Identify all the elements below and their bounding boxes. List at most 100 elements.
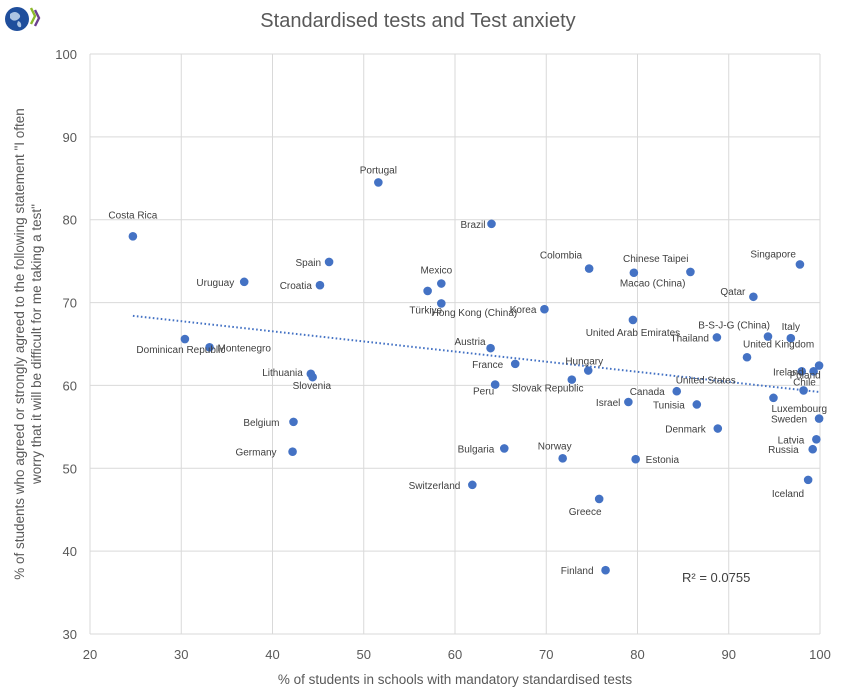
- data-point-label: Portugal: [360, 165, 397, 176]
- data-point: [486, 343, 495, 353]
- data-point-label: Luxembourg: [771, 404, 827, 415]
- data-point-label: Slovenia: [293, 381, 332, 392]
- x-axis-ticks: 20 30 40 50 60 70 80 90 100: [83, 647, 831, 662]
- data-point: [437, 279, 446, 288]
- x-tick-label: 20: [83, 647, 97, 662]
- data-point: [583, 366, 593, 375]
- data-point-label: Belgium: [243, 418, 279, 429]
- data-point: [799, 386, 808, 395]
- data-point-label: Mexico: [420, 266, 452, 277]
- y-axis-title: % of students who agreed or strongly agr…: [12, 108, 44, 580]
- data-point-label: Chinese Taipei: [623, 254, 688, 265]
- y-axis-title-line-1: % of students who agreed or strongly agr…: [12, 108, 27, 580]
- data-point: [749, 292, 758, 302]
- data-point: [180, 334, 190, 344]
- data-point: [629, 268, 639, 278]
- data-point-label: Slovak Republic: [512, 384, 584, 395]
- data-point-label: B-S-J-G (China): [698, 321, 770, 332]
- data-point-label: Greece: [569, 507, 602, 518]
- data-point: [803, 475, 813, 485]
- x-tick-label: 70: [539, 647, 553, 662]
- data-point: [786, 333, 796, 343]
- data-point-label: Hungary: [565, 357, 603, 368]
- data-point-label: France: [472, 360, 504, 371]
- data-point-label: Qatar: [720, 287, 746, 298]
- data-point-label: Costa Rica: [108, 210, 157, 221]
- data-labels: Costa Rica Portugal Brazil Spain Uruguay Croa…: [108, 165, 827, 577]
- y-axis-title-line-2: worry that it will be difficult for me t…: [29, 204, 44, 485]
- data-point: [712, 333, 722, 342]
- data-point-label: Iceland: [772, 489, 804, 500]
- data-point: [540, 304, 549, 314]
- data-point: [763, 332, 773, 341]
- data-point: [490, 380, 500, 389]
- data-point-label: Croatia: [280, 281, 313, 292]
- data-point: [315, 280, 325, 290]
- data-point-label: Lithuania: [262, 368, 303, 379]
- y-tick-label: 80: [63, 213, 77, 228]
- data-point: [205, 343, 214, 352]
- data-point: [686, 267, 695, 277]
- data-point-label: Bulgaria: [458, 444, 495, 455]
- y-tick-label: 100: [55, 47, 77, 62]
- y-tick-label: 40: [63, 544, 77, 559]
- y-tick-label: 90: [63, 130, 77, 145]
- data-point-label: Uruguay: [196, 278, 234, 289]
- data-point: [128, 231, 138, 241]
- data-point-label: Macao (China): [620, 279, 686, 290]
- oecd-logo: [5, 7, 41, 31]
- data-point-label: Peru: [473, 387, 494, 398]
- data-point-label: Norway: [538, 441, 572, 452]
- data-point-label: Poland: [790, 370, 821, 381]
- gridlines: [89, 53, 821, 635]
- data-point-label: Canada: [630, 387, 665, 398]
- data-point-label: Singapore: [750, 249, 796, 260]
- chevron-green-icon: [29, 7, 37, 25]
- data-point: [510, 359, 520, 369]
- data-point-label: Dominican Republic: [136, 345, 225, 356]
- data-points: [128, 178, 824, 575]
- x-tick-label: 60: [448, 647, 462, 662]
- data-point-label: Finland: [561, 566, 594, 577]
- x-tick-label: 50: [357, 647, 371, 662]
- x-tick-label: 100: [809, 647, 831, 662]
- data-point: [423, 286, 432, 296]
- chevron-purple-icon: [33, 9, 41, 27]
- x-axis-title: % of students in schools with mandatory …: [278, 672, 632, 687]
- data-point-label: Brazil: [460, 220, 485, 231]
- data-point-label: Austria: [454, 337, 486, 348]
- data-point: [288, 447, 297, 457]
- data-point-label: Germany: [235, 448, 276, 459]
- data-point: [809, 367, 818, 376]
- y-tick-label: 50: [63, 461, 77, 476]
- data-point: [567, 375, 577, 384]
- data-point-label: Korea: [510, 305, 537, 316]
- data-point: [558, 454, 567, 463]
- data-point: [713, 424, 723, 433]
- data-point-label: Italy: [782, 322, 800, 333]
- data-point-label: Russia: [768, 445, 799, 456]
- data-point: [814, 361, 824, 370]
- data-point-label: United States: [676, 375, 736, 386]
- data-point: [797, 367, 807, 376]
- data-point-label: Thailand: [671, 333, 709, 344]
- data-point: [742, 352, 752, 362]
- data-point: [487, 219, 496, 229]
- data-point: [499, 444, 509, 453]
- data-point: [594, 494, 604, 504]
- data-point: [601, 565, 610, 575]
- data-point: [324, 257, 334, 267]
- data-point-label: Denmark: [665, 425, 707, 436]
- data-point-label: Israel: [596, 398, 620, 409]
- data-point: [631, 454, 640, 464]
- data-point-label: Colombia: [540, 251, 583, 262]
- y-tick-label: 60: [63, 378, 77, 393]
- data-point-label: Sweden: [771, 415, 807, 426]
- data-point: [468, 480, 477, 490]
- data-point-label: United Kingdom: [743, 339, 814, 350]
- data-point-label: Latvia: [778, 435, 805, 446]
- data-point: [814, 414, 824, 423]
- trendline: [132, 314, 821, 394]
- data-point-label: Ireland: [773, 367, 804, 378]
